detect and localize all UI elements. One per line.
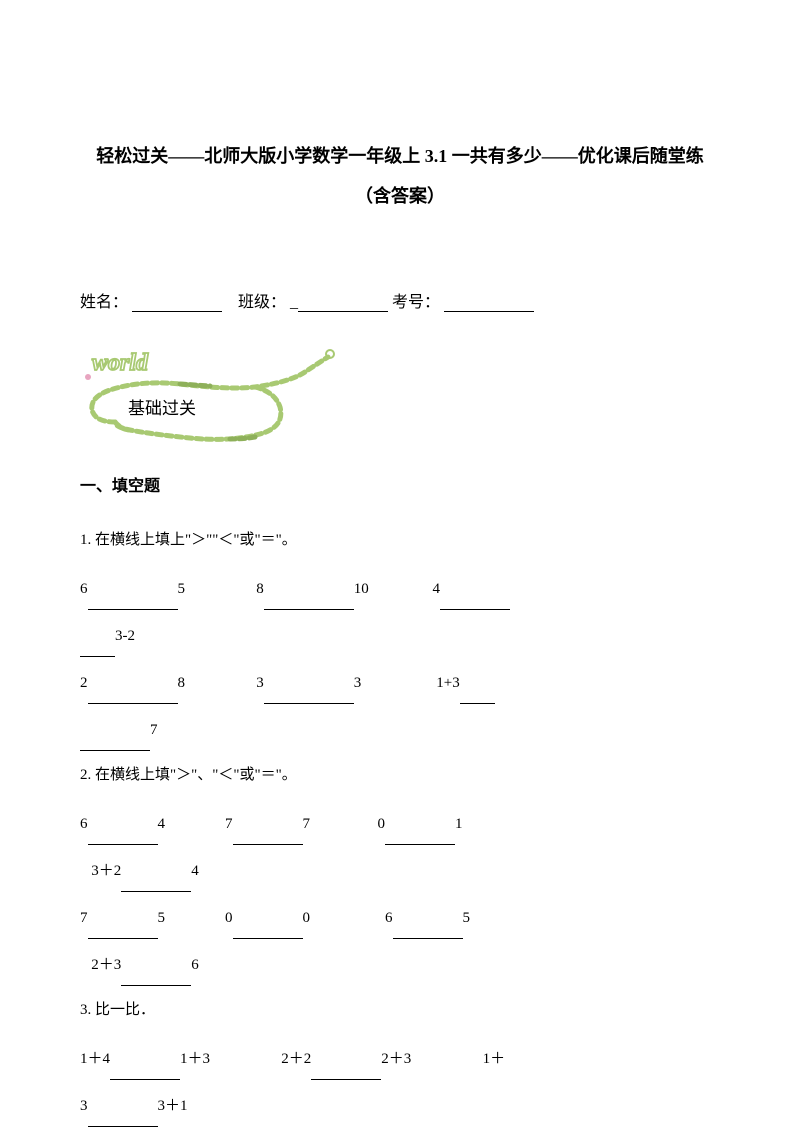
q3-r1b-tail-left: 3 (80, 1098, 88, 1114)
q1-r1-a-right: 5 (178, 581, 186, 597)
blank (88, 592, 178, 610)
q3-row1: 1＋4 1＋3 2＋2 2＋3 1＋ (80, 1038, 720, 1080)
blank (385, 827, 455, 845)
q3-r1-b-left: 2＋2 (281, 1051, 311, 1067)
class-blank (298, 294, 388, 312)
page-title: 轻松过关——北师大版小学数学一年级上 3.1 一共有多少——优化课后随堂练 (80, 140, 720, 172)
q2-r1-c-right: 1 (455, 816, 463, 832)
q3-r1-a-left: 1＋4 (80, 1051, 110, 1067)
blank (121, 968, 191, 986)
name-blank (132, 294, 222, 312)
exam-label: 考号： (392, 288, 440, 312)
section-label: 基础过关 (128, 394, 196, 419)
q1-r2-b-right: 3 (354, 675, 362, 691)
q2-r1b-d-left: 3＋2 (91, 863, 121, 879)
q3-r1-b-right: 2＋3 (381, 1051, 411, 1067)
section-heading: 一、填空题 (80, 472, 720, 496)
blank (460, 686, 495, 704)
q1-r1b-tail: 3-2 (115, 628, 135, 644)
q2-r2-a-right: 5 (158, 910, 166, 926)
blank (264, 592, 354, 610)
q1-row2b: 7 (80, 709, 720, 751)
blank (440, 592, 510, 610)
student-info-line: 姓名： 班级： _ 考号： (80, 288, 720, 312)
q2-row2b: 2＋3 6 (80, 944, 720, 986)
name-label: 姓名： (80, 288, 128, 312)
q2-r1-b-right: 7 (303, 816, 311, 832)
page-subtitle: （含答案） (80, 182, 720, 208)
class-label: 班级： (238, 288, 286, 312)
q2-prompt: 2. 在横线上填"＞"、"＜"或"＝"。 (80, 756, 720, 795)
exam-blank (444, 294, 534, 312)
q2-r1-a-right: 4 (158, 816, 166, 832)
q1-row2: 2 8 3 3 1+3 (80, 662, 720, 704)
q2-r1b-d-right: 4 (191, 863, 199, 879)
q1-r1-c-left: 4 (433, 581, 441, 597)
blank (88, 827, 158, 845)
q3-r1b-tail-right: 3＋1 (158, 1098, 188, 1114)
q3-row1b: 3 3＋1 (80, 1085, 720, 1127)
blank (88, 921, 158, 939)
class-prefix: _ (290, 294, 298, 311)
q2-r2-a-left: 7 (80, 910, 88, 926)
q2-r2-c-left: 6 (385, 910, 393, 926)
q1-row1: 6 5 8 10 4 (80, 568, 720, 610)
q1-r2-b-left: 3 (256, 675, 264, 691)
q2-r2-c-right: 5 (463, 910, 471, 926)
blank (264, 686, 354, 704)
blank (88, 1109, 158, 1127)
blank (80, 733, 150, 751)
swirl-decoration-icon: world (80, 342, 340, 452)
blank (88, 686, 178, 704)
section-decoration: world 基础过关 (80, 342, 340, 452)
q1-r2-a-right: 8 (178, 675, 186, 691)
q3-prompt: 3. 比一比． (80, 991, 720, 1030)
q1-row1b: 3-2 (80, 615, 720, 657)
q1-r1-b-right: 10 (354, 581, 369, 597)
q2-r2b-d-left: 2＋3 (91, 957, 121, 973)
q3-r1-a-right: 1＋3 (180, 1051, 210, 1067)
q2-r2-b-right: 0 (303, 910, 311, 926)
q2-r1-c-left: 0 (378, 816, 386, 832)
q1-prompt: 1. 在横线上填上"＞""＜"或"＝"。 (80, 521, 720, 560)
q2-r1-a-left: 6 (80, 816, 88, 832)
q1-r1-b-left: 8 (256, 581, 264, 597)
q1-r1-a-left: 6 (80, 581, 88, 597)
blank (110, 1062, 180, 1080)
blank (233, 827, 303, 845)
q2-row2: 7 5 0 0 6 5 (80, 897, 720, 939)
q2-r1-b-left: 7 (225, 816, 233, 832)
q1-r2b-tail: 7 (150, 722, 158, 738)
q3-r1-c-left: 1＋ (483, 1051, 506, 1067)
blank (80, 639, 115, 657)
blank (233, 921, 303, 939)
blank (311, 1062, 381, 1080)
q2-r2-b-left: 0 (225, 910, 233, 926)
svg-text:world: world (92, 350, 149, 376)
q2-row1b: 3＋2 4 (80, 850, 720, 892)
blank (121, 874, 191, 892)
blank (393, 921, 463, 939)
q2-r2b-d-right: 6 (191, 957, 199, 973)
q1-r2-c-left: 1+3 (436, 675, 459, 691)
q1-r2-a-left: 2 (80, 675, 88, 691)
q2-row1: 6 4 7 7 0 1 (80, 803, 720, 845)
